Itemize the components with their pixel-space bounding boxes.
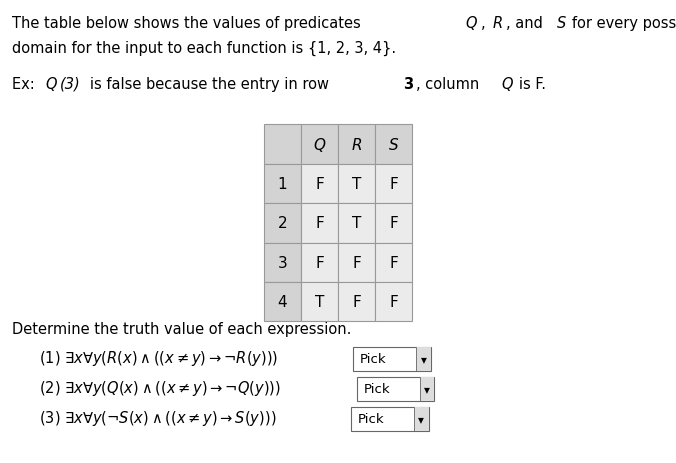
Text: F: F xyxy=(389,294,398,310)
Bar xyxy=(420,377,435,401)
Bar xyxy=(338,164,375,204)
Text: S: S xyxy=(389,137,399,152)
Text: R: R xyxy=(352,137,362,152)
Text: , and: , and xyxy=(506,16,546,31)
Text: is F.: is F. xyxy=(516,76,546,91)
Text: (1) $\exists x \forall y(R(x) \wedge ((x \neq y) \rightarrow \neg R(y)))$: (1) $\exists x \forall y(R(x) \wedge ((x… xyxy=(39,348,279,367)
Text: F: F xyxy=(315,176,324,192)
Bar xyxy=(414,407,429,431)
Text: Q: Q xyxy=(466,16,477,31)
Text: The table below shows the values of predicates: The table below shows the values of pred… xyxy=(12,16,364,31)
Text: Q: Q xyxy=(314,137,325,152)
Text: Pick: Pick xyxy=(358,413,385,425)
Text: 3: 3 xyxy=(277,255,287,270)
Text: , column: , column xyxy=(416,76,482,91)
Text: domain for the input to each function is {1, 2, 3, 4}.: domain for the input to each function is… xyxy=(12,41,396,56)
Bar xyxy=(375,282,412,322)
Bar xyxy=(351,407,429,431)
Text: 1: 1 xyxy=(277,176,287,192)
Bar xyxy=(301,243,338,282)
Text: R: R xyxy=(493,16,503,31)
Bar xyxy=(375,204,412,243)
Text: (2) $\exists x \forall y(Q(x) \wedge ((x \neq y) \rightarrow \neg Q(y)))$: (2) $\exists x \forall y(Q(x) \wedge ((x… xyxy=(39,378,281,397)
Bar xyxy=(301,204,338,243)
Bar xyxy=(301,125,338,164)
Text: ▾: ▾ xyxy=(418,413,425,425)
Text: 4: 4 xyxy=(277,294,287,310)
Text: ▾: ▾ xyxy=(420,352,427,365)
Text: F: F xyxy=(315,255,324,270)
Text: ▾: ▾ xyxy=(424,382,430,395)
Text: 2: 2 xyxy=(277,216,287,231)
Bar xyxy=(264,125,301,164)
Bar xyxy=(375,125,412,164)
Text: Determine the truth value of each expression.: Determine the truth value of each expres… xyxy=(12,322,352,337)
Text: Q: Q xyxy=(45,76,57,91)
Text: Pick: Pick xyxy=(360,352,387,365)
Text: (3) $\exists x \forall y(\neg S(x) \wedge ((x \neq y) \rightarrow S(y)))$: (3) $\exists x \forall y(\neg S(x) \wedg… xyxy=(39,408,276,427)
Text: for every possible input. The: for every possible input. The xyxy=(569,16,676,31)
Text: F: F xyxy=(389,176,398,192)
Bar xyxy=(416,347,431,371)
Text: Pick: Pick xyxy=(364,382,390,395)
Bar xyxy=(338,282,375,322)
Text: F: F xyxy=(315,216,324,231)
Text: ,: , xyxy=(481,16,490,31)
Bar xyxy=(354,347,431,371)
Bar xyxy=(264,204,301,243)
Text: 3: 3 xyxy=(403,76,413,91)
Text: F: F xyxy=(389,216,398,231)
Text: is false because the entry in row: is false because the entry in row xyxy=(87,76,332,91)
Bar xyxy=(338,243,375,282)
Bar xyxy=(301,282,338,322)
Bar xyxy=(264,243,301,282)
Text: (3): (3) xyxy=(60,76,81,91)
Bar xyxy=(264,164,301,204)
Bar xyxy=(338,204,375,243)
Bar xyxy=(357,377,435,401)
Text: T: T xyxy=(315,294,324,310)
Text: F: F xyxy=(352,294,361,310)
Bar xyxy=(375,164,412,204)
Text: F: F xyxy=(389,255,398,270)
Text: F: F xyxy=(352,255,361,270)
Text: S: S xyxy=(557,16,566,31)
Bar xyxy=(338,125,375,164)
Text: Q: Q xyxy=(501,76,512,91)
Text: T: T xyxy=(352,216,361,231)
Bar xyxy=(375,243,412,282)
Text: T: T xyxy=(352,176,361,192)
Bar xyxy=(264,282,301,322)
Bar xyxy=(301,164,338,204)
Text: Ex:: Ex: xyxy=(12,76,38,91)
